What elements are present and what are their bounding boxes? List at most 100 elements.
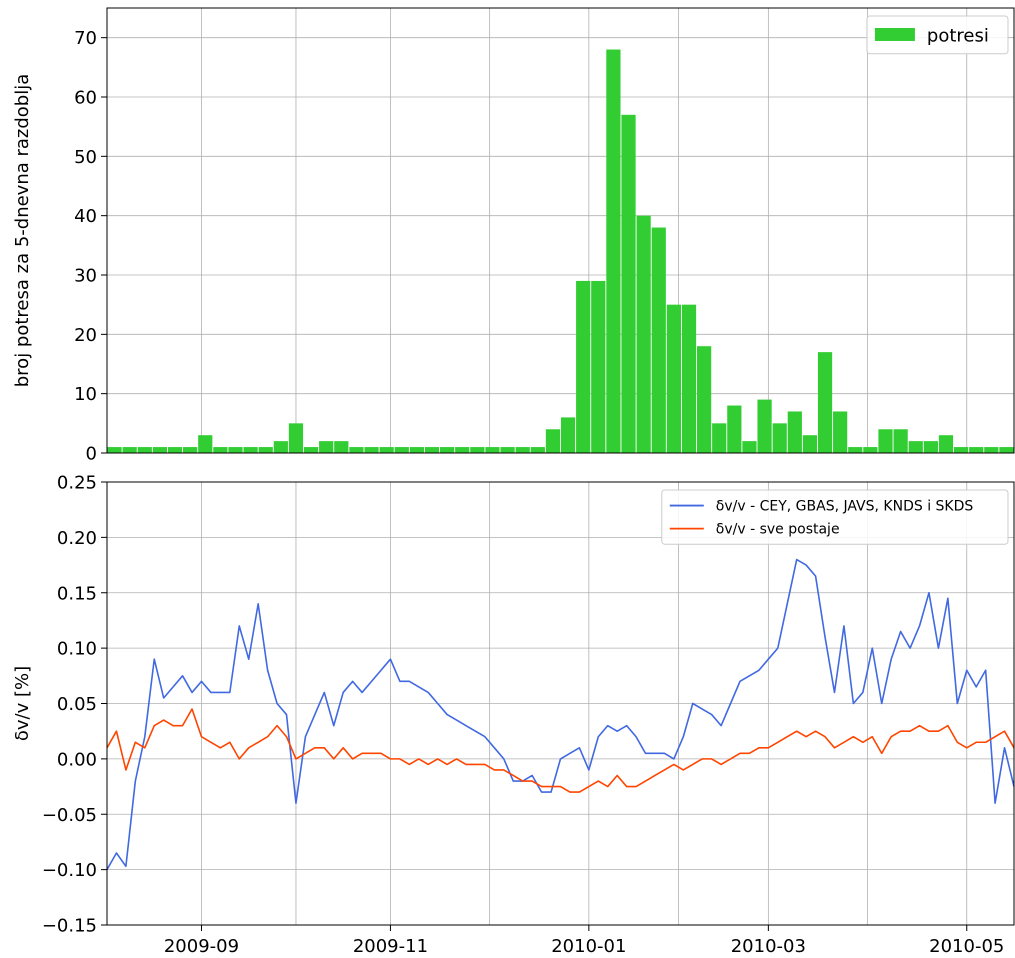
bar: [938, 435, 954, 453]
x-tick-label: 2009-09: [164, 936, 239, 957]
y-axis-label: δv/v [%]: [12, 666, 33, 741]
bar: [228, 447, 243, 453]
y-tick-label: 30: [74, 266, 97, 287]
bar: [288, 423, 304, 453]
bar: [243, 447, 258, 453]
bar: [394, 447, 409, 453]
bar: [817, 352, 833, 453]
y-tick-label: 40: [74, 206, 97, 227]
bar: [530, 447, 545, 453]
y-tick-label: 60: [74, 88, 97, 109]
bar: [485, 447, 500, 453]
legend-box: [661, 489, 1009, 545]
x-tick-label: 2010-03: [731, 936, 806, 957]
y-tick-label: 50: [74, 147, 97, 168]
y-tick-label: 0.00: [57, 749, 97, 770]
bar: [470, 447, 485, 453]
bar: [953, 447, 969, 453]
bar: [122, 447, 137, 453]
y-tick-label: 0.15: [57, 583, 97, 604]
legend-label: δv/v - sve postaje: [716, 522, 840, 538]
bar: [923, 441, 938, 453]
bar: [984, 447, 999, 453]
bar: [606, 49, 621, 454]
bar: [303, 447, 319, 453]
line-series: [106, 558, 1015, 871]
bar: [621, 114, 636, 454]
axes-frame: [106, 7, 1015, 454]
bar: [636, 215, 651, 453]
x-tick-label: 2010-01: [551, 936, 626, 957]
y-axis-label: broj potresa za 5-dnevna razdoblja: [12, 74, 33, 388]
bar: [198, 435, 213, 453]
bar: [137, 447, 152, 453]
bar: [152, 447, 168, 453]
y-tick-label: −0.10: [42, 860, 97, 881]
legend: δv/v - CEY, GBAS, JAVS, KNDS i SKDS δv/v …: [661, 489, 1009, 545]
line-series: [106, 708, 1015, 793]
bar: [848, 447, 863, 453]
bar: [183, 447, 198, 453]
bar: [666, 304, 681, 453]
legend-label: δv/v - CEY, GBAS, JAVS, KNDS i SKDS: [716, 499, 974, 515]
bar: [455, 447, 470, 453]
panel: −0.15 −0.10 −0.05 0.00 0.05 0.10 0.15 0.20 0.25 δ…: [12, 473, 1015, 957]
bar: [697, 346, 712, 453]
y-tick-label: 70: [74, 28, 97, 49]
bar: [651, 227, 666, 453]
bar: [908, 441, 923, 453]
y-tick-label: 20: [74, 325, 97, 346]
legend-box: [866, 15, 1009, 55]
bar: [440, 447, 455, 453]
y-tick-label: 0.25: [57, 473, 97, 494]
bar: [409, 447, 424, 453]
y-tick-label: 0.05: [57, 694, 97, 715]
bar: [258, 447, 273, 453]
y-tick-label: 0.20: [57, 528, 97, 549]
x-tick-label: 2009-11: [353, 936, 428, 957]
bar: [319, 441, 334, 453]
axes-frame: [106, 481, 1015, 926]
bar: [273, 441, 288, 453]
bar: [878, 429, 893, 453]
bar: [802, 435, 818, 453]
legend-label: potresi: [927, 25, 989, 46]
x-tick-label: 2010-05: [929, 936, 1004, 957]
bar: [772, 423, 787, 453]
bar: [999, 447, 1014, 453]
bar: [742, 441, 757, 453]
y-tick-label: −0.05: [42, 805, 97, 826]
bar: [213, 447, 228, 453]
bar: [757, 399, 772, 453]
bar: [727, 405, 742, 453]
bar: [364, 447, 379, 453]
bar: [349, 447, 364, 453]
bar: [863, 447, 878, 453]
y-tick-label: 10: [74, 384, 97, 405]
bar: [500, 447, 515, 453]
y-tick-label: 0.10: [57, 639, 97, 660]
bar: [833, 411, 848, 453]
bar: [893, 429, 908, 453]
bar: [545, 429, 561, 453]
bar: [591, 280, 606, 453]
bar: [107, 447, 122, 453]
bar: [334, 441, 349, 453]
bar: [681, 304, 697, 453]
bar: [560, 417, 576, 453]
y-tick-label: −0.15: [42, 916, 97, 937]
legend: potresi: [866, 15, 1009, 55]
bar: [167, 447, 183, 453]
panel: 0 10 20 30 40 50 60 70 broj potresa za 5-dnevna …: [12, 7, 1015, 465]
bar: [712, 423, 727, 453]
bar: [424, 447, 440, 453]
bar: [515, 447, 530, 453]
bar: [969, 447, 984, 453]
legend-swatch: [874, 28, 915, 41]
bar: [576, 280, 591, 453]
bar: [379, 447, 394, 453]
bar: [787, 411, 802, 453]
y-tick-label: 0: [86, 444, 97, 465]
